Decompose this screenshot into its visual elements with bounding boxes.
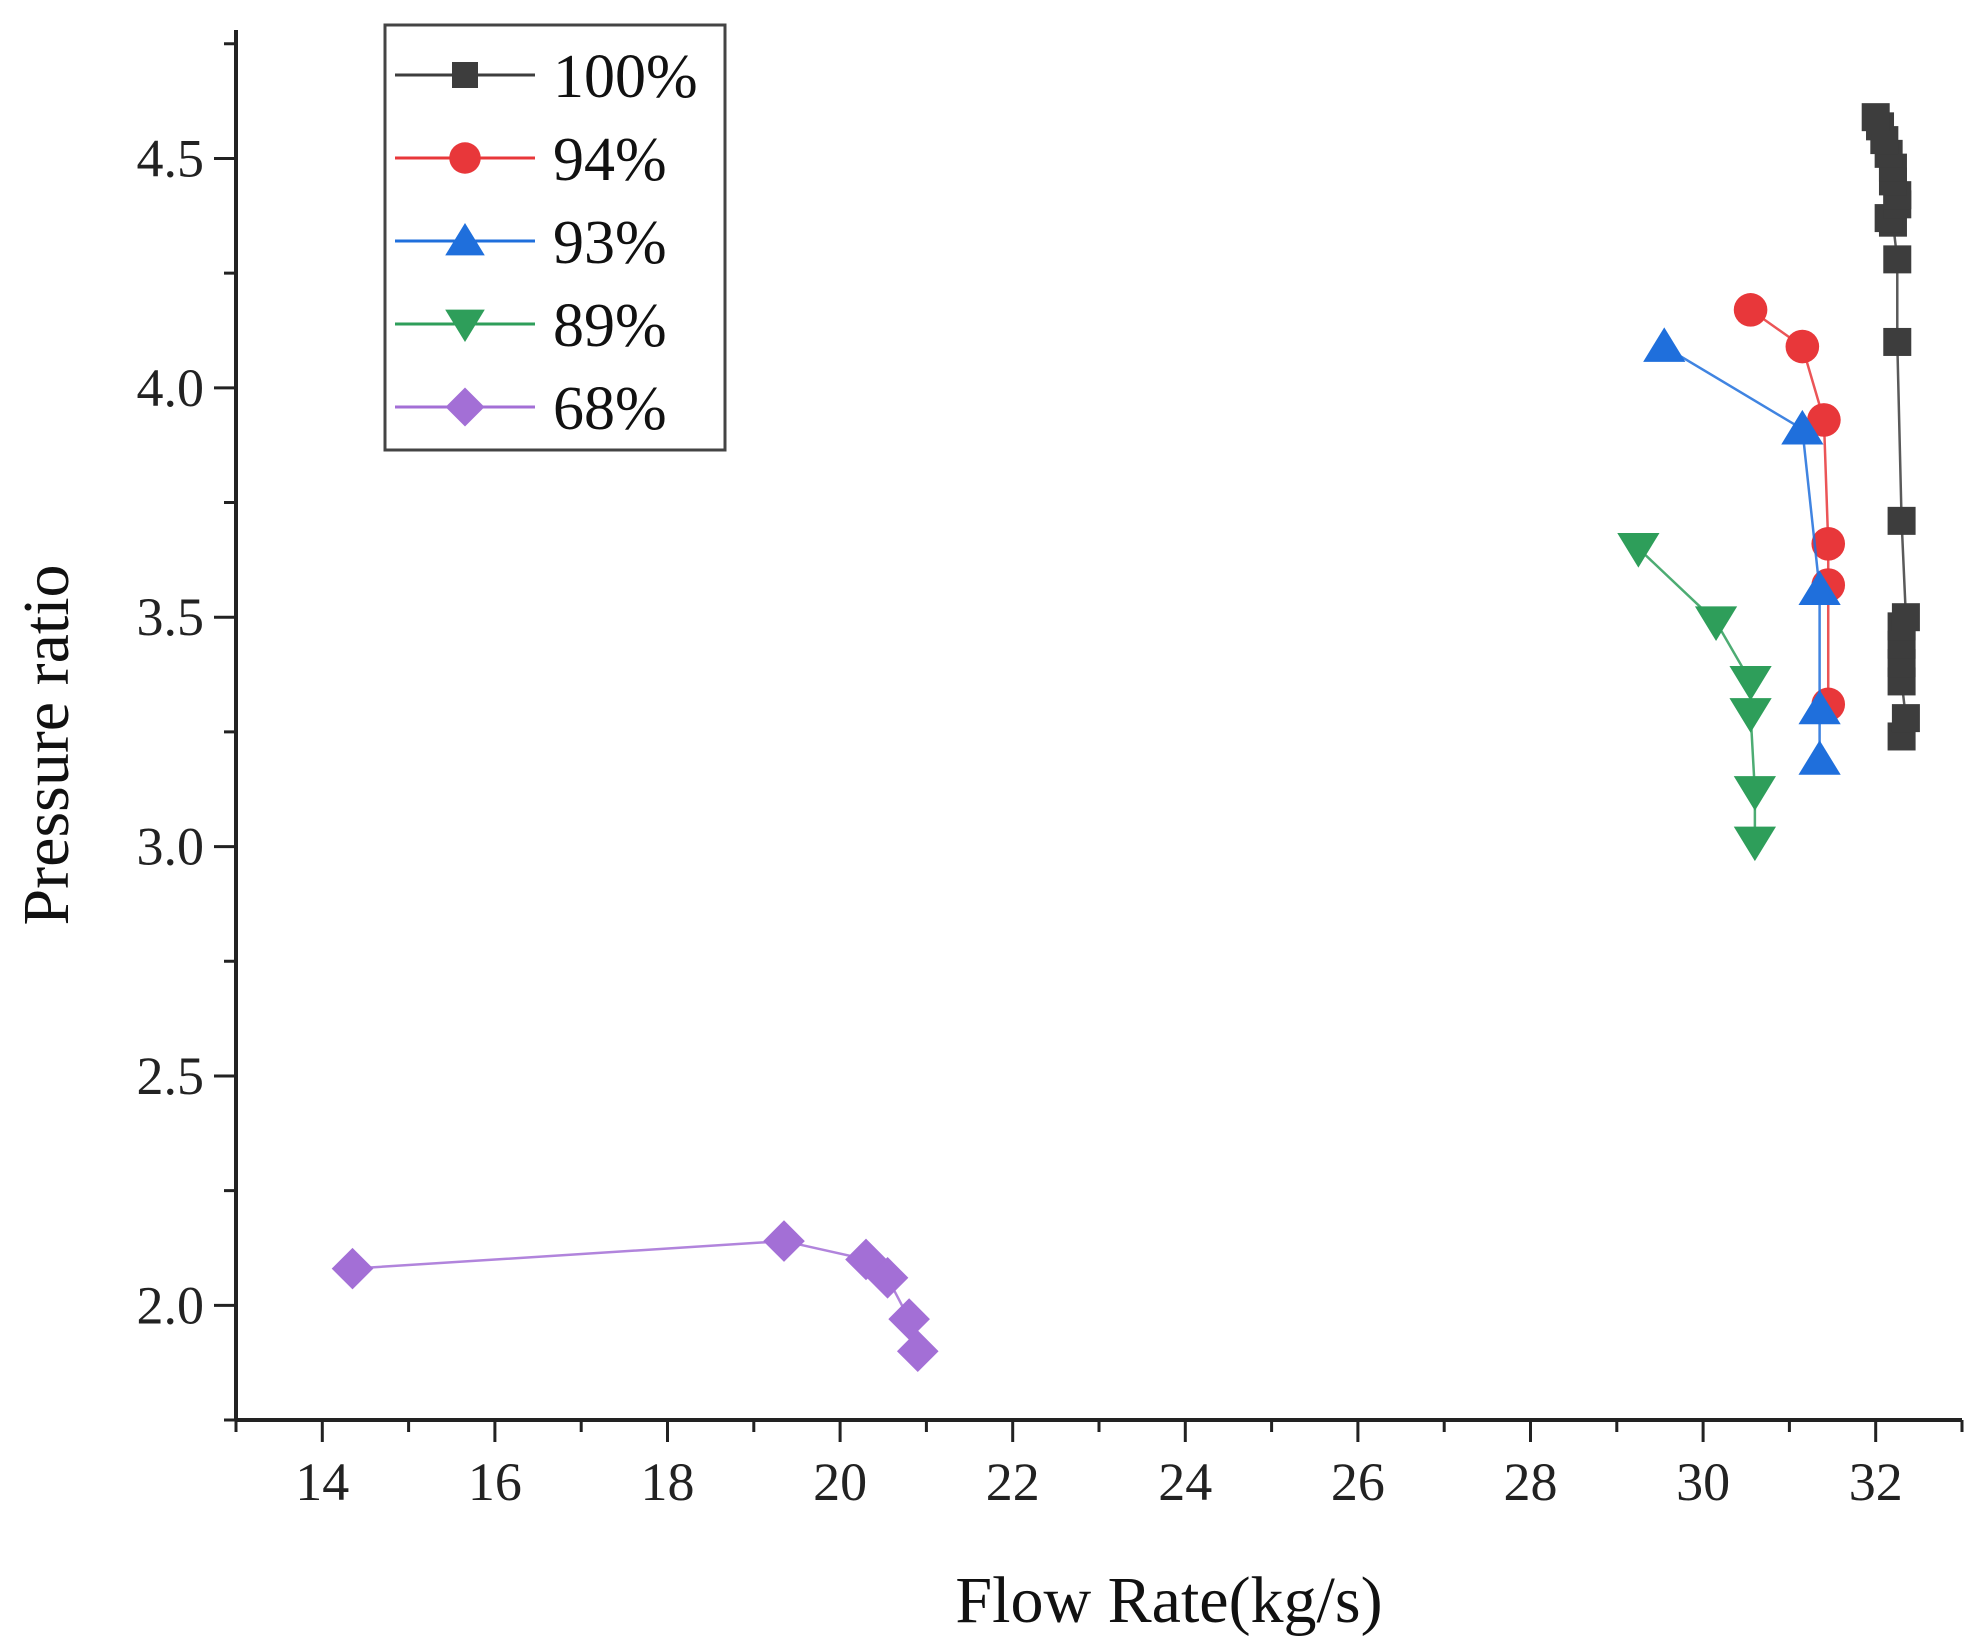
legend: 100% 94% 93% 89% 68% xyxy=(383,23,727,452)
legend-marker xyxy=(445,309,485,342)
x-tick-label: 24 xyxy=(1158,1452,1212,1512)
legend-label: 68% xyxy=(553,375,667,443)
data-point xyxy=(1733,826,1776,862)
legend-box xyxy=(383,23,727,452)
legend-label: 94% xyxy=(553,126,667,194)
x-tick-label: 20 xyxy=(813,1452,867,1512)
data-point xyxy=(1729,666,1772,701)
legend-marker xyxy=(449,142,481,174)
y-tick-label: 2.0 xyxy=(137,1275,205,1335)
data-point xyxy=(331,1247,374,1290)
x-tick-label: 32 xyxy=(1849,1452,1903,1512)
data-point xyxy=(1733,776,1776,811)
data-point xyxy=(888,1298,930,1340)
data-point xyxy=(1807,403,1841,437)
x-tick-label: 22 xyxy=(986,1452,1040,1512)
x-tick-label: 30 xyxy=(1676,1452,1730,1512)
y-tick-label: 3.0 xyxy=(137,817,205,877)
series-layer xyxy=(331,103,1920,1372)
data-point xyxy=(1617,533,1660,568)
data-point xyxy=(1883,245,1912,274)
legend-item: 100% xyxy=(395,43,698,111)
data-point xyxy=(1729,698,1772,733)
data-point xyxy=(1798,570,1841,606)
x-axis-title: Flow Rate(kg/s) xyxy=(955,1564,1382,1637)
legend-marker xyxy=(445,223,485,256)
data-point xyxy=(763,1220,805,1262)
series-94pct xyxy=(1733,293,1846,722)
y-axis-title: Pressure ratio xyxy=(10,564,83,925)
data-point xyxy=(1694,606,1738,641)
legend-label: 89% xyxy=(553,292,667,360)
y-tick-label: 4.5 xyxy=(137,128,205,188)
data-point xyxy=(1891,603,1920,632)
series-line xyxy=(1637,547,1757,842)
y-tick-label: 2.5 xyxy=(137,1046,205,1106)
axes: 14 16 18 20 22 24 26 28 30 32 2.0 2.5 3.0 3.5 4.0 4.5 xyxy=(137,30,1964,1512)
legend-item: 94% xyxy=(395,126,667,194)
data-point xyxy=(1785,329,1820,364)
series-93pct xyxy=(1643,327,1841,775)
x-tick-label: 14 xyxy=(295,1452,349,1512)
series-line xyxy=(1749,308,1830,705)
y-tick-label: 4.0 xyxy=(137,358,205,418)
legend-label: 93% xyxy=(553,209,667,277)
data-point xyxy=(1798,689,1841,725)
data-point xyxy=(1781,409,1824,445)
data-point xyxy=(1643,327,1686,362)
legend-item: 89% xyxy=(395,292,667,360)
data-point xyxy=(866,1256,909,1299)
series-line xyxy=(1663,345,1821,760)
data-point xyxy=(1798,740,1841,775)
series-line xyxy=(352,1239,919,1352)
data-point xyxy=(1883,327,1912,356)
data-point xyxy=(1811,526,1846,561)
x-tick-label: 16 xyxy=(468,1452,522,1512)
data-point xyxy=(1733,293,1768,327)
legend-item: 68% xyxy=(395,375,667,443)
data-point xyxy=(1861,103,1890,132)
y-tick-label: 3.5 xyxy=(137,587,205,647)
x-tick-label: 28 xyxy=(1504,1452,1558,1512)
data-point xyxy=(896,1330,939,1372)
legend-marker xyxy=(452,62,478,88)
series-89pct xyxy=(1617,533,1776,862)
data-point xyxy=(1887,506,1916,535)
series-68pct xyxy=(331,1220,939,1372)
series-100pct xyxy=(1861,103,1920,751)
x-tick-label: 18 xyxy=(641,1452,695,1512)
legend-label: 100% xyxy=(553,43,698,111)
x-tick-label: 26 xyxy=(1331,1452,1385,1512)
legend-item: 93% xyxy=(395,209,667,277)
data-point xyxy=(1891,704,1920,733)
legend-marker xyxy=(445,387,485,427)
